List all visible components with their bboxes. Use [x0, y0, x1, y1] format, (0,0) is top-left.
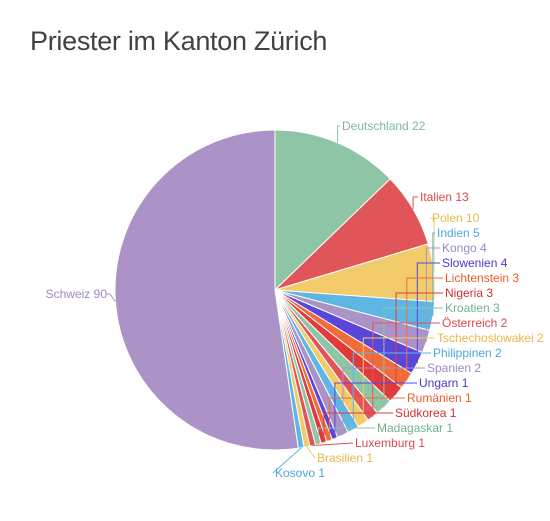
- leader-line: [317, 427, 375, 445]
- leader-line: [352, 352, 431, 430]
- leader-line: [412, 196, 418, 210]
- leader-line: [432, 232, 435, 317]
- pie-slice: [114, 129, 299, 451]
- leader-line: [395, 292, 443, 395]
- leader-line: [430, 217, 435, 273]
- slice-label: Rumänien 1: [407, 391, 472, 405]
- slice-label: Schweiz 90: [46, 287, 108, 301]
- leader-line: [383, 307, 443, 408]
- slice-label: Spanien 2: [427, 361, 481, 375]
- slice-label: Kosovo 1: [275, 466, 325, 480]
- slice-label: Polen 10: [432, 211, 480, 225]
- slice-label: Lichtenstein 3: [445, 271, 519, 285]
- leader-line: [406, 277, 443, 381]
- slice-label: Kongo 4: [442, 241, 487, 255]
- slice-label: Slowenien 4: [442, 256, 508, 270]
- leader-line: [272, 447, 302, 474]
- slice-label: Südkorea 1: [395, 406, 457, 420]
- leader-line: [425, 247, 440, 342]
- leader-line: [372, 322, 440, 417]
- slice-label: Tschechoslowakei 2: [437, 331, 544, 345]
- slice-label: Nigeria 3: [445, 286, 493, 300]
- slice-label: Kroatien 3: [445, 301, 500, 315]
- leader-line: [312, 442, 354, 447]
- leader-line: [106, 293, 116, 302]
- slice-label: Österreich 2: [442, 316, 508, 330]
- leader-line: [362, 337, 435, 424]
- leader-line: [306, 446, 316, 459]
- slice-label: Italien 13: [420, 190, 469, 204]
- pie-slice: [274, 129, 391, 292]
- slice-label: Deutschland 22: [342, 119, 426, 133]
- leader-line: [337, 125, 340, 143]
- leader-line: [416, 262, 440, 364]
- slice-label: Brasilien 1: [317, 451, 373, 465]
- slice-label: Indien 5: [437, 226, 480, 240]
- leader-line: [323, 412, 393, 443]
- slice-label: Luxemburg 1: [355, 436, 425, 450]
- chart-title: Priester im Kanton Zürich: [30, 26, 328, 56]
- slice-label: Philippinen 2: [433, 346, 502, 360]
- leader-line: [334, 382, 417, 439]
- slice-label: Madagaskar 1: [377, 421, 453, 435]
- slice-label: Ungarn 1: [419, 376, 469, 390]
- leader-line: [328, 397, 405, 441]
